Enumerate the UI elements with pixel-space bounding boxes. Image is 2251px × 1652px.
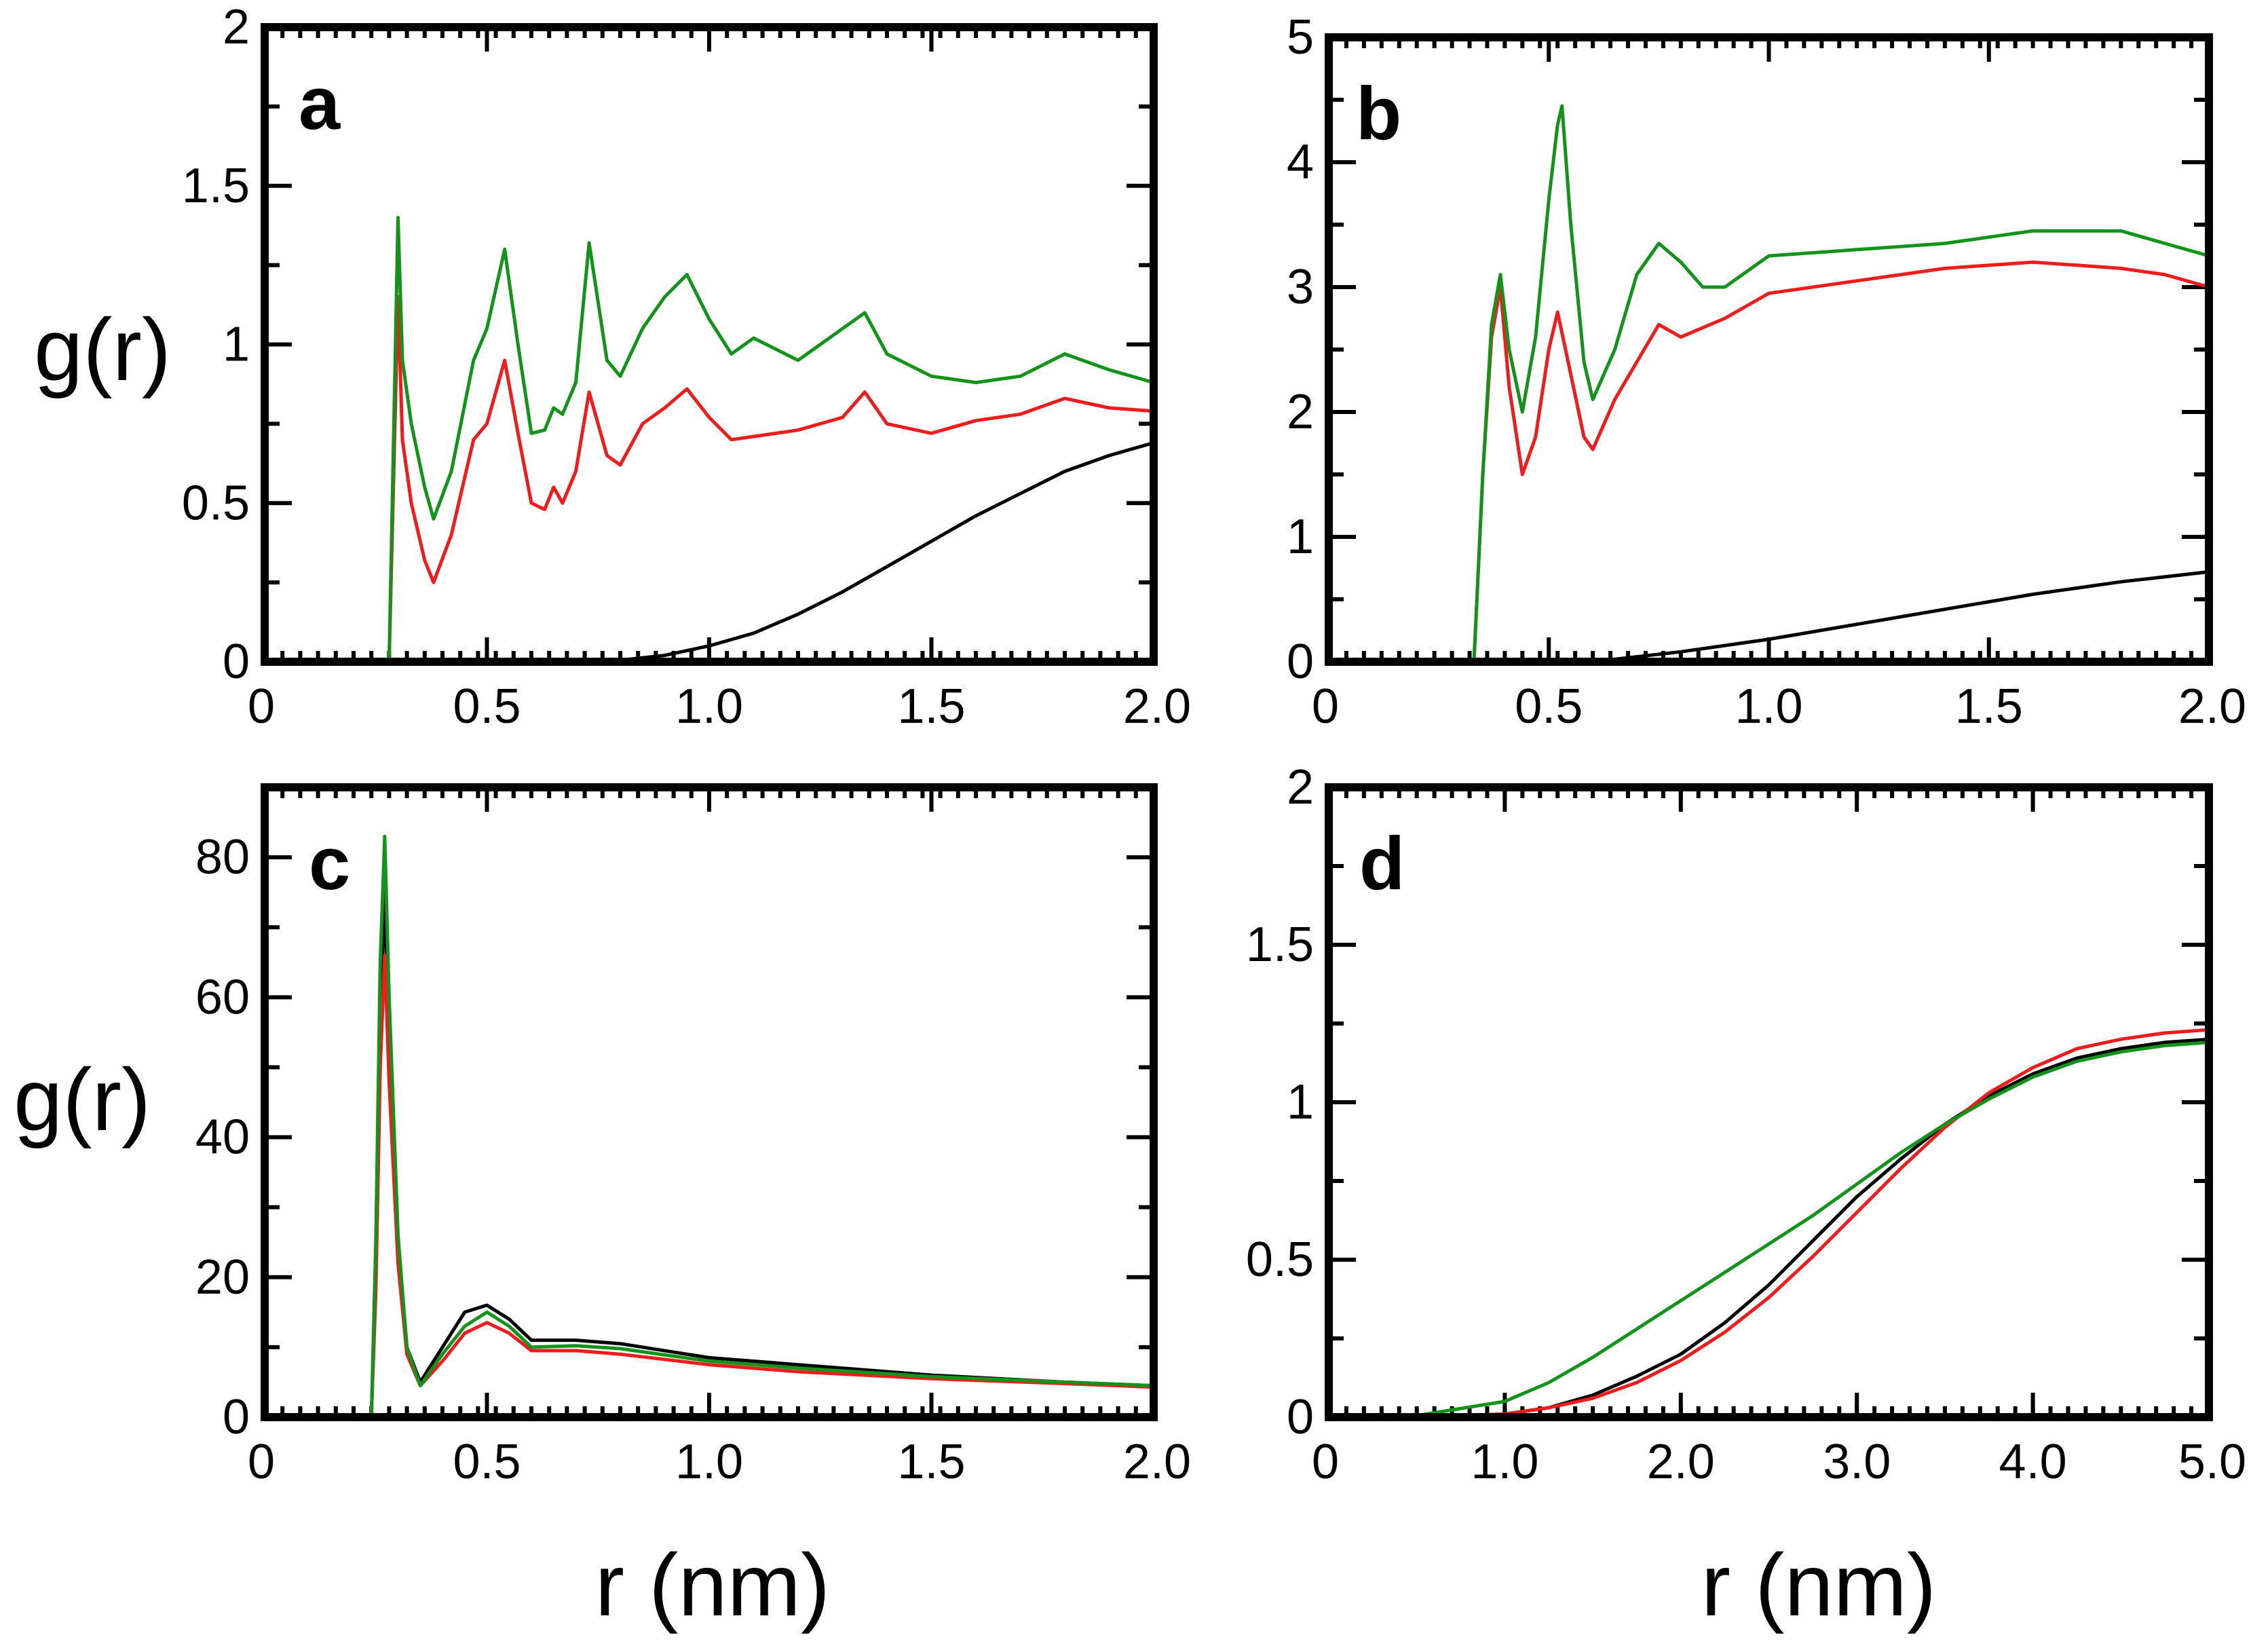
y-axis-title-panel-a: g(r) [34, 300, 171, 399]
x-tick-label: 1.5 [897, 679, 965, 734]
plot-frame-c [261, 783, 1158, 1421]
y-tick-label: 0.5 [182, 476, 250, 530]
y-tick-label: 2 [223, 0, 250, 54]
x-tick-label: 1.0 [1735, 679, 1802, 734]
y-tick-label: 4 [1287, 135, 1314, 189]
chart-panel-d: 0 1.0 2.0 3.0 4.0 5.0 0 0.5 1 1.5 2d [1246, 760, 2246, 1489]
x-axis-title-left: r (nm) [595, 1535, 831, 1634]
series-line-red-c [369, 954, 1156, 1419]
plot-frame-a [261, 23, 1158, 666]
x-tick-label: 1.0 [675, 1435, 743, 1489]
x-tick-label: 0.5 [1515, 679, 1583, 734]
panel-letter-d: d [1359, 822, 1405, 905]
series-line-red-a [387, 295, 1156, 664]
x-tick-label: 0.5 [453, 1435, 521, 1489]
x-tick-label: 1.0 [1471, 1435, 1538, 1489]
chart-panel-a: 0 0.5 1.0 1.5 2.0 0 0.5 1 1.5 2a [182, 0, 1191, 734]
x-tick-label: 0 [1312, 679, 1339, 734]
y-tick-label: 1.5 [1246, 918, 1314, 972]
x-tick-label: 1.5 [897, 1435, 965, 1489]
series-line-green-d [1327, 1040, 2211, 1419]
y-tick-label: 2 [1287, 760, 1314, 814]
y-tick-label: 5 [1287, 10, 1314, 64]
y-tick-label: 60 [195, 970, 250, 1024]
x-tick-label: 0 [248, 1435, 275, 1489]
y-tick-label: 0 [1287, 1390, 1314, 1444]
y-tick-label: 0 [223, 1390, 250, 1444]
y-tick-label: 0.5 [1246, 1233, 1314, 1287]
y-tick-label: 2 [1287, 385, 1314, 439]
y-tick-label: 80 [195, 830, 250, 884]
x-tick-label: 0 [1312, 1435, 1339, 1489]
x-tick-label: 4.0 [1999, 1435, 2067, 1489]
y-axis-title-panel-c: g(r) [14, 1050, 151, 1149]
x-tick-label: 2.0 [1123, 1435, 1191, 1489]
y-tick-label: 3 [1287, 260, 1314, 314]
plot-frame-b [1325, 33, 2213, 666]
y-tick-label: 1 [223, 318, 250, 372]
x-tick-label: 5.0 [2178, 1435, 2246, 1489]
y-tick-label: 1 [1287, 510, 1314, 564]
chart-panel-b: 0 0.5 1.0 1.5 2.0 0 1 2 3 4 5b [1287, 10, 2246, 734]
series-line-green-a [387, 216, 1156, 664]
x-tick-label: 0 [248, 679, 275, 734]
x-tick-label: 0.5 [453, 679, 521, 734]
y-tick-label: 0 [1287, 635, 1314, 689]
series-line-green-c [369, 834, 1156, 1419]
plot-frame-d [1325, 783, 2213, 1421]
y-tick-label: 0 [223, 635, 250, 689]
x-tick-label: 3.0 [1823, 1435, 1891, 1489]
x-tick-label: 2.0 [1123, 679, 1191, 734]
y-tick-label: 1.5 [182, 159, 250, 213]
chart-panel-c: 0 0.5 1.0 1.5 2.0 0 20 40 60 80 c [195, 783, 1191, 1489]
x-tick-label: 1.0 [675, 679, 743, 734]
panel-letter-a: a [299, 62, 341, 145]
x-tick-label: 2.0 [1647, 1435, 1715, 1489]
series-line-red-b [1472, 260, 2211, 664]
series-line-red-d [1327, 1028, 2211, 1419]
y-tick-label: 1 [1287, 1075, 1314, 1129]
x-tick-label: 1.5 [1955, 679, 2023, 734]
panel-letter-c: c [309, 822, 350, 905]
y-tick-label: 20 [195, 1250, 250, 1304]
panel-letter-b: b [1356, 72, 1401, 155]
series-line-green-b [1472, 104, 2211, 664]
x-axis-title-right: r (nm) [1701, 1535, 1937, 1634]
x-tick-label: 2.0 [2178, 679, 2246, 734]
y-tick-label: 40 [195, 1110, 250, 1165]
